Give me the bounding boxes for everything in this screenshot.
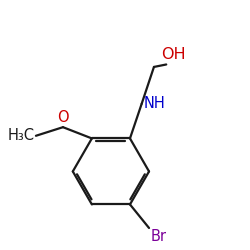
Text: Br: Br bbox=[150, 229, 166, 244]
Text: H₃C: H₃C bbox=[8, 128, 35, 143]
Text: NH: NH bbox=[144, 96, 166, 111]
Text: O: O bbox=[57, 110, 69, 125]
Text: OH: OH bbox=[161, 47, 186, 62]
